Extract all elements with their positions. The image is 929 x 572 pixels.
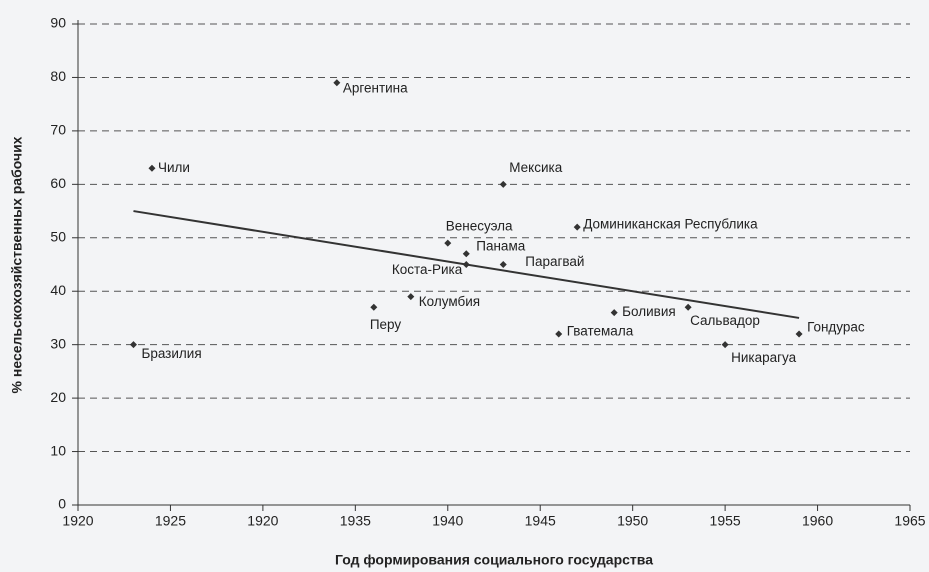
- point: [499, 180, 507, 188]
- x-tick-label: 1920: [247, 513, 278, 529]
- x-tick-label: 1940: [432, 513, 463, 529]
- point-label: Колумбия: [419, 294, 480, 309]
- point-label: Боливия: [622, 304, 676, 319]
- point: [610, 309, 618, 317]
- point-label: Чили: [158, 160, 190, 175]
- x-tick-label: 1935: [340, 513, 371, 529]
- point-label: Сальвадор: [690, 313, 760, 328]
- point-label: Панама: [476, 238, 525, 253]
- point: [795, 330, 803, 338]
- y-tick-label: 10: [50, 442, 66, 458]
- point: [573, 223, 581, 231]
- point-label: Перу: [370, 317, 402, 332]
- x-tick-label: 1955: [710, 513, 741, 529]
- x-tick-label: 1960: [802, 513, 833, 529]
- point: [684, 303, 692, 311]
- y-tick-label: 50: [50, 228, 66, 244]
- point-label: Мексика: [509, 160, 562, 175]
- y-tick-label: 80: [50, 68, 66, 84]
- point-label: Никарагуа: [731, 350, 797, 365]
- y-tick-label: 20: [50, 389, 66, 405]
- point: [721, 341, 729, 349]
- y-axis-label: % несельскохозяйственных рабочих: [9, 136, 25, 393]
- point: [333, 79, 341, 87]
- x-tick-label: 1945: [525, 513, 556, 529]
- x-axis-label: Год формирования социального государства: [335, 552, 653, 568]
- point: [129, 341, 137, 349]
- y-tick-label: 60: [50, 175, 66, 191]
- point-label: Парагвай: [525, 254, 584, 269]
- point-label: Венесуэла: [446, 219, 513, 234]
- y-tick-label: 90: [50, 15, 66, 31]
- point: [370, 303, 378, 311]
- point-label: Коста-Рика: [392, 262, 463, 277]
- point: [407, 293, 415, 301]
- y-tick-label: 30: [50, 335, 66, 351]
- point: [148, 164, 156, 172]
- point: [555, 330, 563, 338]
- point-label: Бразилия: [141, 346, 201, 361]
- y-tick-label: 70: [50, 122, 66, 138]
- point-label: Гондурас: [807, 320, 865, 335]
- point: [444, 239, 452, 247]
- y-tick-label: 40: [50, 282, 66, 298]
- point: [499, 261, 507, 268]
- point-label: Доминиканская Республика: [583, 217, 758, 232]
- point-label: Аргентина: [343, 80, 408, 95]
- point-label: Гватемала: [567, 324, 634, 339]
- x-tick-label: 1925: [155, 513, 186, 529]
- point: [462, 261, 470, 268]
- y-tick-label: 0: [58, 496, 66, 512]
- x-tick-label: 1965: [894, 513, 925, 529]
- x-tick-label: 1950: [617, 513, 648, 529]
- point: [462, 250, 470, 258]
- x-tick-label: 1920: [62, 513, 93, 529]
